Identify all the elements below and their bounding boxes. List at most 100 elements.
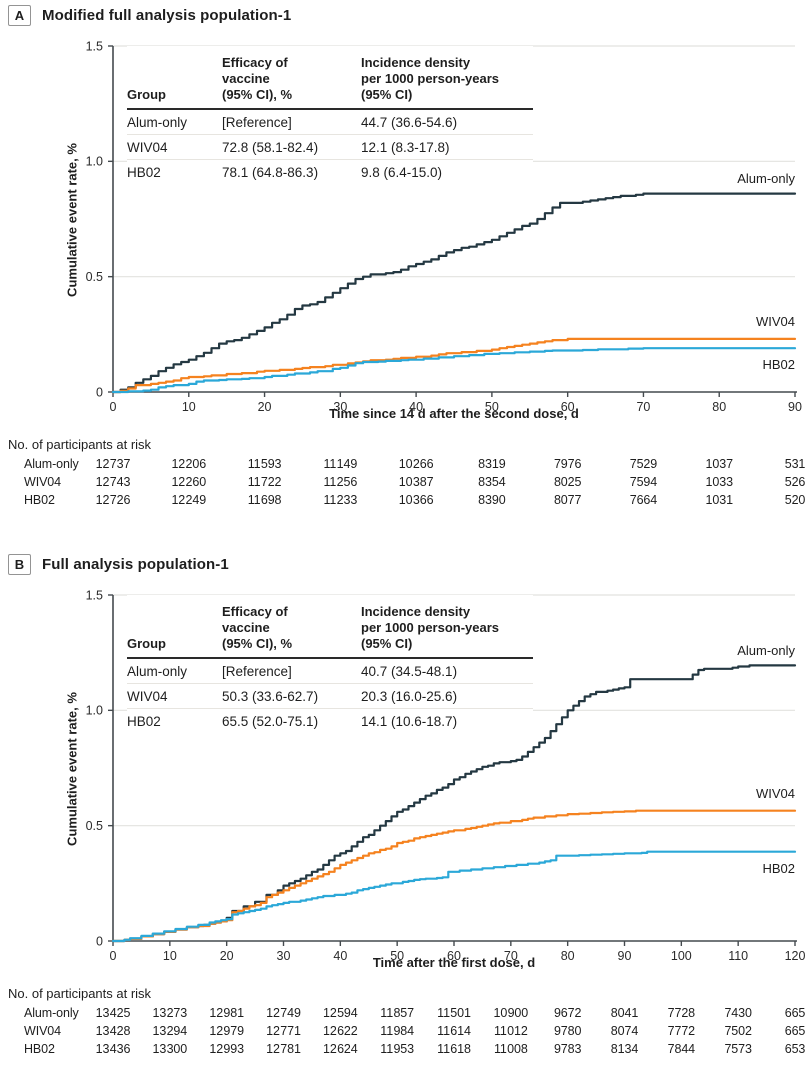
panel-b-title: Full analysis population-1 — [42, 556, 229, 573]
panel-a: A Modified full analysis population-1 0 0… — [0, 5, 810, 509]
x-tick-label: 10 — [182, 400, 196, 414]
at-risk-count: 12 981 — [209, 1006, 244, 1020]
at-risk-count: 12 749 — [266, 1006, 301, 1020]
at-risk-count: 12 743 — [95, 475, 131, 489]
at-risk-count: 8390 — [478, 493, 506, 507]
at-risk-count: 12 726 — [95, 493, 131, 507]
at-risk-count: 8319 — [478, 457, 506, 471]
at-risk-count: 526 — [784, 475, 806, 489]
y-tick-label: 0.5 — [86, 270, 103, 284]
at-risk-count: 12 979 — [209, 1024, 244, 1038]
at-risk-count: 12 771 — [266, 1024, 301, 1038]
efficacy-table-cell: 78.1 (64.8-86.3) — [222, 165, 319, 180]
at-risk-row-alum-only: Alum-only 12 737 12 206 11 593 11 149 10 266 8… — [0, 457, 810, 473]
at-risk-group-label: WIV04 — [24, 1024, 62, 1038]
panel-a-x-axis-label: Time since 14 d after the second dose, d — [329, 406, 579, 421]
curve-alum-only — [111, 192, 797, 394]
at-risk-count: 11 008 — [493, 1042, 528, 1056]
efficacy-table-cell: [Reference] — [222, 664, 292, 679]
x-tick-label: 60 — [561, 400, 575, 414]
at-risk-count: 12 260 — [171, 475, 207, 489]
panel-b-key: B — [8, 554, 31, 575]
panel-a-at-risk-title: No. of participants at risk — [8, 437, 152, 452]
panel-a-header: A Modified full analysis population-1 — [8, 5, 291, 26]
x-tick-label: 0 — [110, 949, 117, 963]
at-risk-group-label: Alum-only — [24, 1006, 79, 1020]
efficacy-table-cell: 14.1 (10.6-18.7) — [361, 714, 458, 729]
at-risk-count: 665 — [784, 1006, 806, 1020]
panel-b-at-risk-title: No. of participants at risk — [8, 986, 152, 1001]
at-risk-count: 9783 — [553, 1042, 582, 1056]
curve-label-wiv04: WIV04 — [755, 785, 795, 801]
x-tick-label: 20 — [258, 400, 272, 414]
at-risk-count: 7976 — [553, 457, 582, 471]
y-tick-label: 1.5 — [86, 39, 103, 53]
at-risk-count: 11 501 — [437, 1006, 471, 1020]
at-risk-count: 11 722 — [247, 475, 282, 489]
x-tick-label: 10 — [163, 949, 177, 963]
at-risk-count: 1037 — [705, 457, 734, 471]
at-risk-row-wiv04: WIV04 12 743 12 260 11 722 11 256 10 387 8354 8… — [0, 475, 810, 491]
efficacy-table-cell: 20.3 (16.0-25.6) — [361, 689, 458, 704]
efficacy-table-header-cell: Efficacy of vaccine (95% CI), % — [222, 55, 293, 102]
at-risk-count: 11 618 — [437, 1042, 471, 1056]
panel-a-y-axis-label: Cumulative event rate, % — [64, 143, 80, 297]
at-risk-group-label: HB02 — [24, 493, 55, 507]
efficacy-table-cell: [Reference] — [222, 115, 292, 130]
efficacy-table-header-cell: Incidence density per 1000 person-years (9… — [361, 604, 500, 651]
panel-b: B Full analysis population-1 0 0.5 1.0 1.5 0… — [0, 549, 810, 1070]
efficacy-table-header-cell: Group — [127, 87, 166, 102]
panel-a-plot: 0 0.5 1.0 1.5 0 10 20 30 40 50 60 70 80 90 — [86, 39, 802, 414]
at-risk-count: 12 249 — [171, 493, 207, 507]
x-tick-label: 60 — [447, 949, 461, 963]
at-risk-count: 13 273 — [152, 1006, 188, 1020]
x-tick-label: 110 — [728, 949, 748, 963]
panel-a-title: Modified full analysis population-1 — [42, 7, 292, 24]
at-risk-group-label: HB02 — [24, 1042, 55, 1056]
efficacy-table-cell: HB02 — [127, 714, 161, 729]
at-risk-count: 11 984 — [380, 1024, 415, 1038]
x-tick-label: 30 — [277, 949, 291, 963]
efficacy-table-cell: 44.7 (36.6-54.6) — [361, 115, 458, 130]
at-risk-count: 1033 — [705, 475, 734, 489]
at-risk-count: 7844 — [667, 1042, 696, 1056]
y-tick-label: 0 — [96, 934, 103, 948]
efficacy-table-row: HB02 65.5 (52.0-75.1) 14.1 (10.6-18.7) — [127, 708, 533, 733]
at-risk-count: 13 300 — [152, 1042, 188, 1056]
efficacy-table-cell: 50.3 (33.6-62.7) — [222, 689, 319, 704]
efficacy-table-row: WIV04 72.8 (58.1-82.4) 12.1 (8.3-17.8) — [127, 134, 533, 159]
at-risk-row-wiv04: WIV04 13 428 13 294 12 979 12 771 12 622 11 98… — [0, 1024, 810, 1040]
panel-b-efficacy-table: Group Efficacy of vaccine (95% CI), % Incide… — [127, 595, 533, 733]
x-tick-label: 70 — [504, 949, 518, 963]
at-risk-count: 10 366 — [398, 493, 434, 507]
at-risk-count: 7728 — [667, 1006, 696, 1020]
at-risk-count: 13 425 — [95, 1006, 131, 1020]
x-tick-label: 120 — [785, 949, 806, 963]
at-risk-group-label: WIV04 — [24, 475, 62, 489]
x-tick-label: 0 — [110, 400, 117, 414]
at-risk-count: 7664 — [629, 493, 658, 507]
y-tick-label: 1.0 — [86, 155, 103, 169]
at-risk-count: 7430 — [724, 1006, 752, 1020]
at-risk-count: 10 900 — [493, 1006, 529, 1020]
at-risk-count: 7502 — [724, 1024, 752, 1038]
at-risk-row-hb02: HB02 12 726 12 249 11 698 11 233 10 366 8390 80… — [0, 493, 810, 509]
curve-label-wiv04: WIV04 — [755, 313, 795, 329]
x-tick-label: 80 — [712, 400, 726, 414]
at-risk-count: 12 993 — [209, 1042, 244, 1056]
at-risk-count: 9672 — [553, 1006, 582, 1020]
efficacy-table-cell: Alum-only — [127, 115, 188, 130]
at-risk-count: 11 614 — [437, 1024, 471, 1038]
efficacy-table-cell: WIV04 — [127, 689, 168, 704]
panel-b-y-axis-label: Cumulative event rate, % — [64, 692, 80, 846]
curve-alum-only — [111, 664, 797, 943]
at-risk-row-alum-only: Alum-only 13 425 13 273 12 981 12 749 12 594 1… — [0, 1006, 810, 1022]
y-tick-label: 1.0 — [86, 704, 103, 718]
at-risk-count: 11 149 — [323, 457, 358, 471]
at-risk-count: 12 622 — [323, 1024, 358, 1038]
x-tick-label: 50 — [390, 949, 404, 963]
at-risk-count: 11 012 — [493, 1024, 528, 1038]
efficacy-table-row: Alum-only [Reference] 44.7 (36.6-54.6) — [127, 110, 533, 134]
at-risk-group-label: Alum-only — [24, 457, 79, 471]
panel-b-header: B Full analysis population-1 — [8, 554, 229, 575]
